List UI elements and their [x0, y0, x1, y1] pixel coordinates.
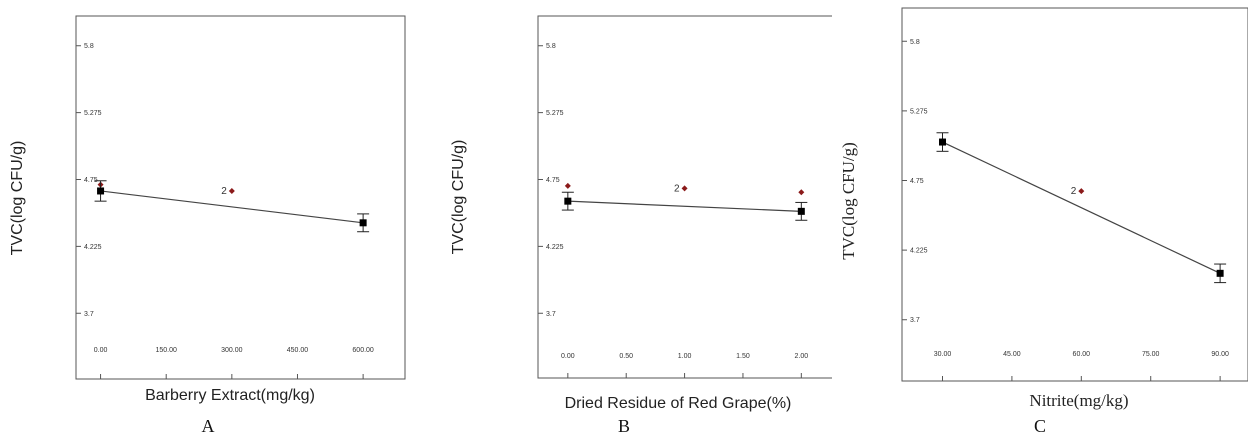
observation-point: [798, 189, 805, 196]
x-tick-label: 450.00: [287, 347, 309, 354]
y-tick-label: 4.75: [910, 178, 924, 185]
y-tick-label: 5.8: [546, 43, 556, 50]
x-tick-label: 1.00: [678, 353, 692, 360]
chart-panel-a: 3.7 4.225 4.75 5.275 5.8 0.00 150.00 300.00 450…: [9, 15, 406, 436]
y-tick-label: 5.8: [84, 43, 94, 50]
y-tick-label: 5.275: [546, 110, 564, 117]
x-tick-label: 0.00: [561, 353, 575, 360]
chart-panel-c: 3.7 4.225 4.75 5.275 5.8 30.00 45.00 60.00 75.0…: [839, 7, 1248, 436]
x-tick-label: 0.50: [619, 353, 633, 360]
y-axis-label: TVC(log CFU/g): [9, 141, 26, 256]
x-tick-label: 45.00: [1003, 351, 1021, 358]
observation-point: [228, 187, 235, 194]
x-tick-label: 1.50: [736, 353, 750, 360]
y-tick-label: 5.8: [910, 39, 920, 46]
y-tick-label: 4.225: [84, 244, 102, 251]
x-tick-label: 0.00: [94, 347, 108, 354]
y-tick-label: 5.275: [910, 108, 928, 115]
panel-label: A: [202, 416, 215, 436]
y-axis-label: TVC(log CFU/g): [450, 140, 467, 255]
x-tick-label: 2.00: [795, 353, 809, 360]
mean-point: [797, 207, 805, 215]
plot-frame: [537, 15, 832, 379]
mean-point: [1216, 269, 1224, 277]
observation-point: [1078, 188, 1085, 195]
y-tick-label: 4.225: [546, 244, 564, 251]
observation-count-label: 2: [1071, 186, 1077, 197]
mean-point: [564, 197, 572, 205]
mean-point: [97, 187, 105, 195]
observation-point: [681, 185, 688, 192]
panel-label: B: [618, 416, 630, 436]
y-tick-label: 3.7: [910, 317, 920, 324]
y-tick-label: 3.7: [546, 311, 556, 318]
x-tick-label: 600.00: [352, 347, 374, 354]
x-tick-label: 90.00: [1211, 351, 1229, 358]
plot-frame: [901, 7, 1248, 382]
x-tick-label: 30.00: [934, 351, 952, 358]
chart-panel-b: 3.7 4.225 4.75 5.275 5.8 0.00 0.50 1.00 1.50 2.0…: [450, 15, 832, 436]
observation-count-label: 2: [221, 186, 227, 197]
plot-frame: [75, 15, 406, 380]
y-tick-label: 4.75: [546, 177, 560, 184]
fit-line: [100, 190, 364, 224]
y-tick-label: 5.275: [84, 110, 102, 117]
y-axis-label: TVC(log CFU/g): [839, 142, 858, 260]
x-tick-label: 60.00: [1073, 351, 1091, 358]
observation-count-label: 2: [674, 183, 680, 194]
fit-line: [567, 200, 802, 212]
y-tick-label: 4.225: [910, 248, 928, 255]
panel-label: C: [1034, 416, 1046, 436]
x-axis-label: Dried Residue of Red Grape(%): [565, 395, 792, 412]
x-tick-label: 75.00: [1142, 351, 1160, 358]
mean-point: [359, 219, 367, 227]
x-axis-label: Barberry Extract(mg/kg): [145, 387, 315, 404]
x-axis-label: Nitrite(mg/kg): [1029, 391, 1128, 410]
observation-point: [564, 182, 571, 189]
y-tick-label: 3.7: [84, 311, 94, 318]
mean-point: [939, 138, 947, 146]
fit-line: [942, 141, 1221, 274]
y-tick-label: 4.75: [84, 177, 98, 184]
x-tick-label: 300.00: [221, 347, 243, 354]
x-tick-label: 150.00: [155, 347, 177, 354]
